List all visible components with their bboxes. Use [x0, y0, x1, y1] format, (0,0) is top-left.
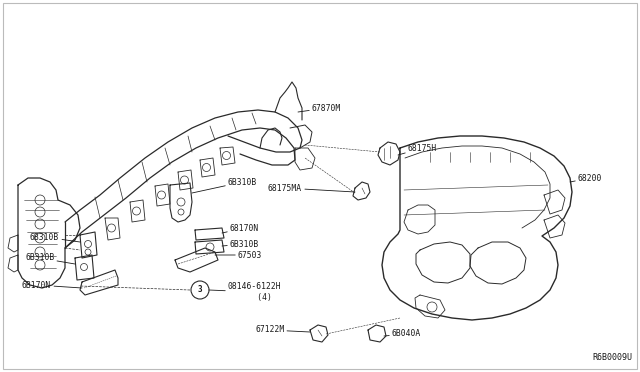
Text: 68200: 68200	[570, 173, 602, 183]
Text: 6B170N: 6B170N	[22, 280, 82, 289]
Text: 6B310B: 6B310B	[192, 177, 257, 193]
Text: 68175H: 68175H	[398, 144, 437, 155]
Text: R6B0009U: R6B0009U	[592, 353, 632, 362]
Text: 67122M: 67122M	[255, 326, 310, 334]
Text: 3: 3	[198, 285, 202, 295]
Text: 68170N: 68170N	[222, 224, 259, 233]
Text: 6B040A: 6B040A	[384, 330, 421, 339]
Text: 6B310B: 6B310B	[25, 253, 75, 264]
Text: 6B310B: 6B310B	[30, 232, 80, 242]
Text: 6B310B: 6B310B	[222, 240, 259, 248]
Text: 67503: 67503	[215, 250, 262, 260]
Text: 67870M: 67870M	[298, 103, 341, 112]
Text: 08146-6122H
      (4): 08146-6122H (4)	[209, 282, 282, 302]
Text: 68175MA: 68175MA	[268, 183, 355, 192]
